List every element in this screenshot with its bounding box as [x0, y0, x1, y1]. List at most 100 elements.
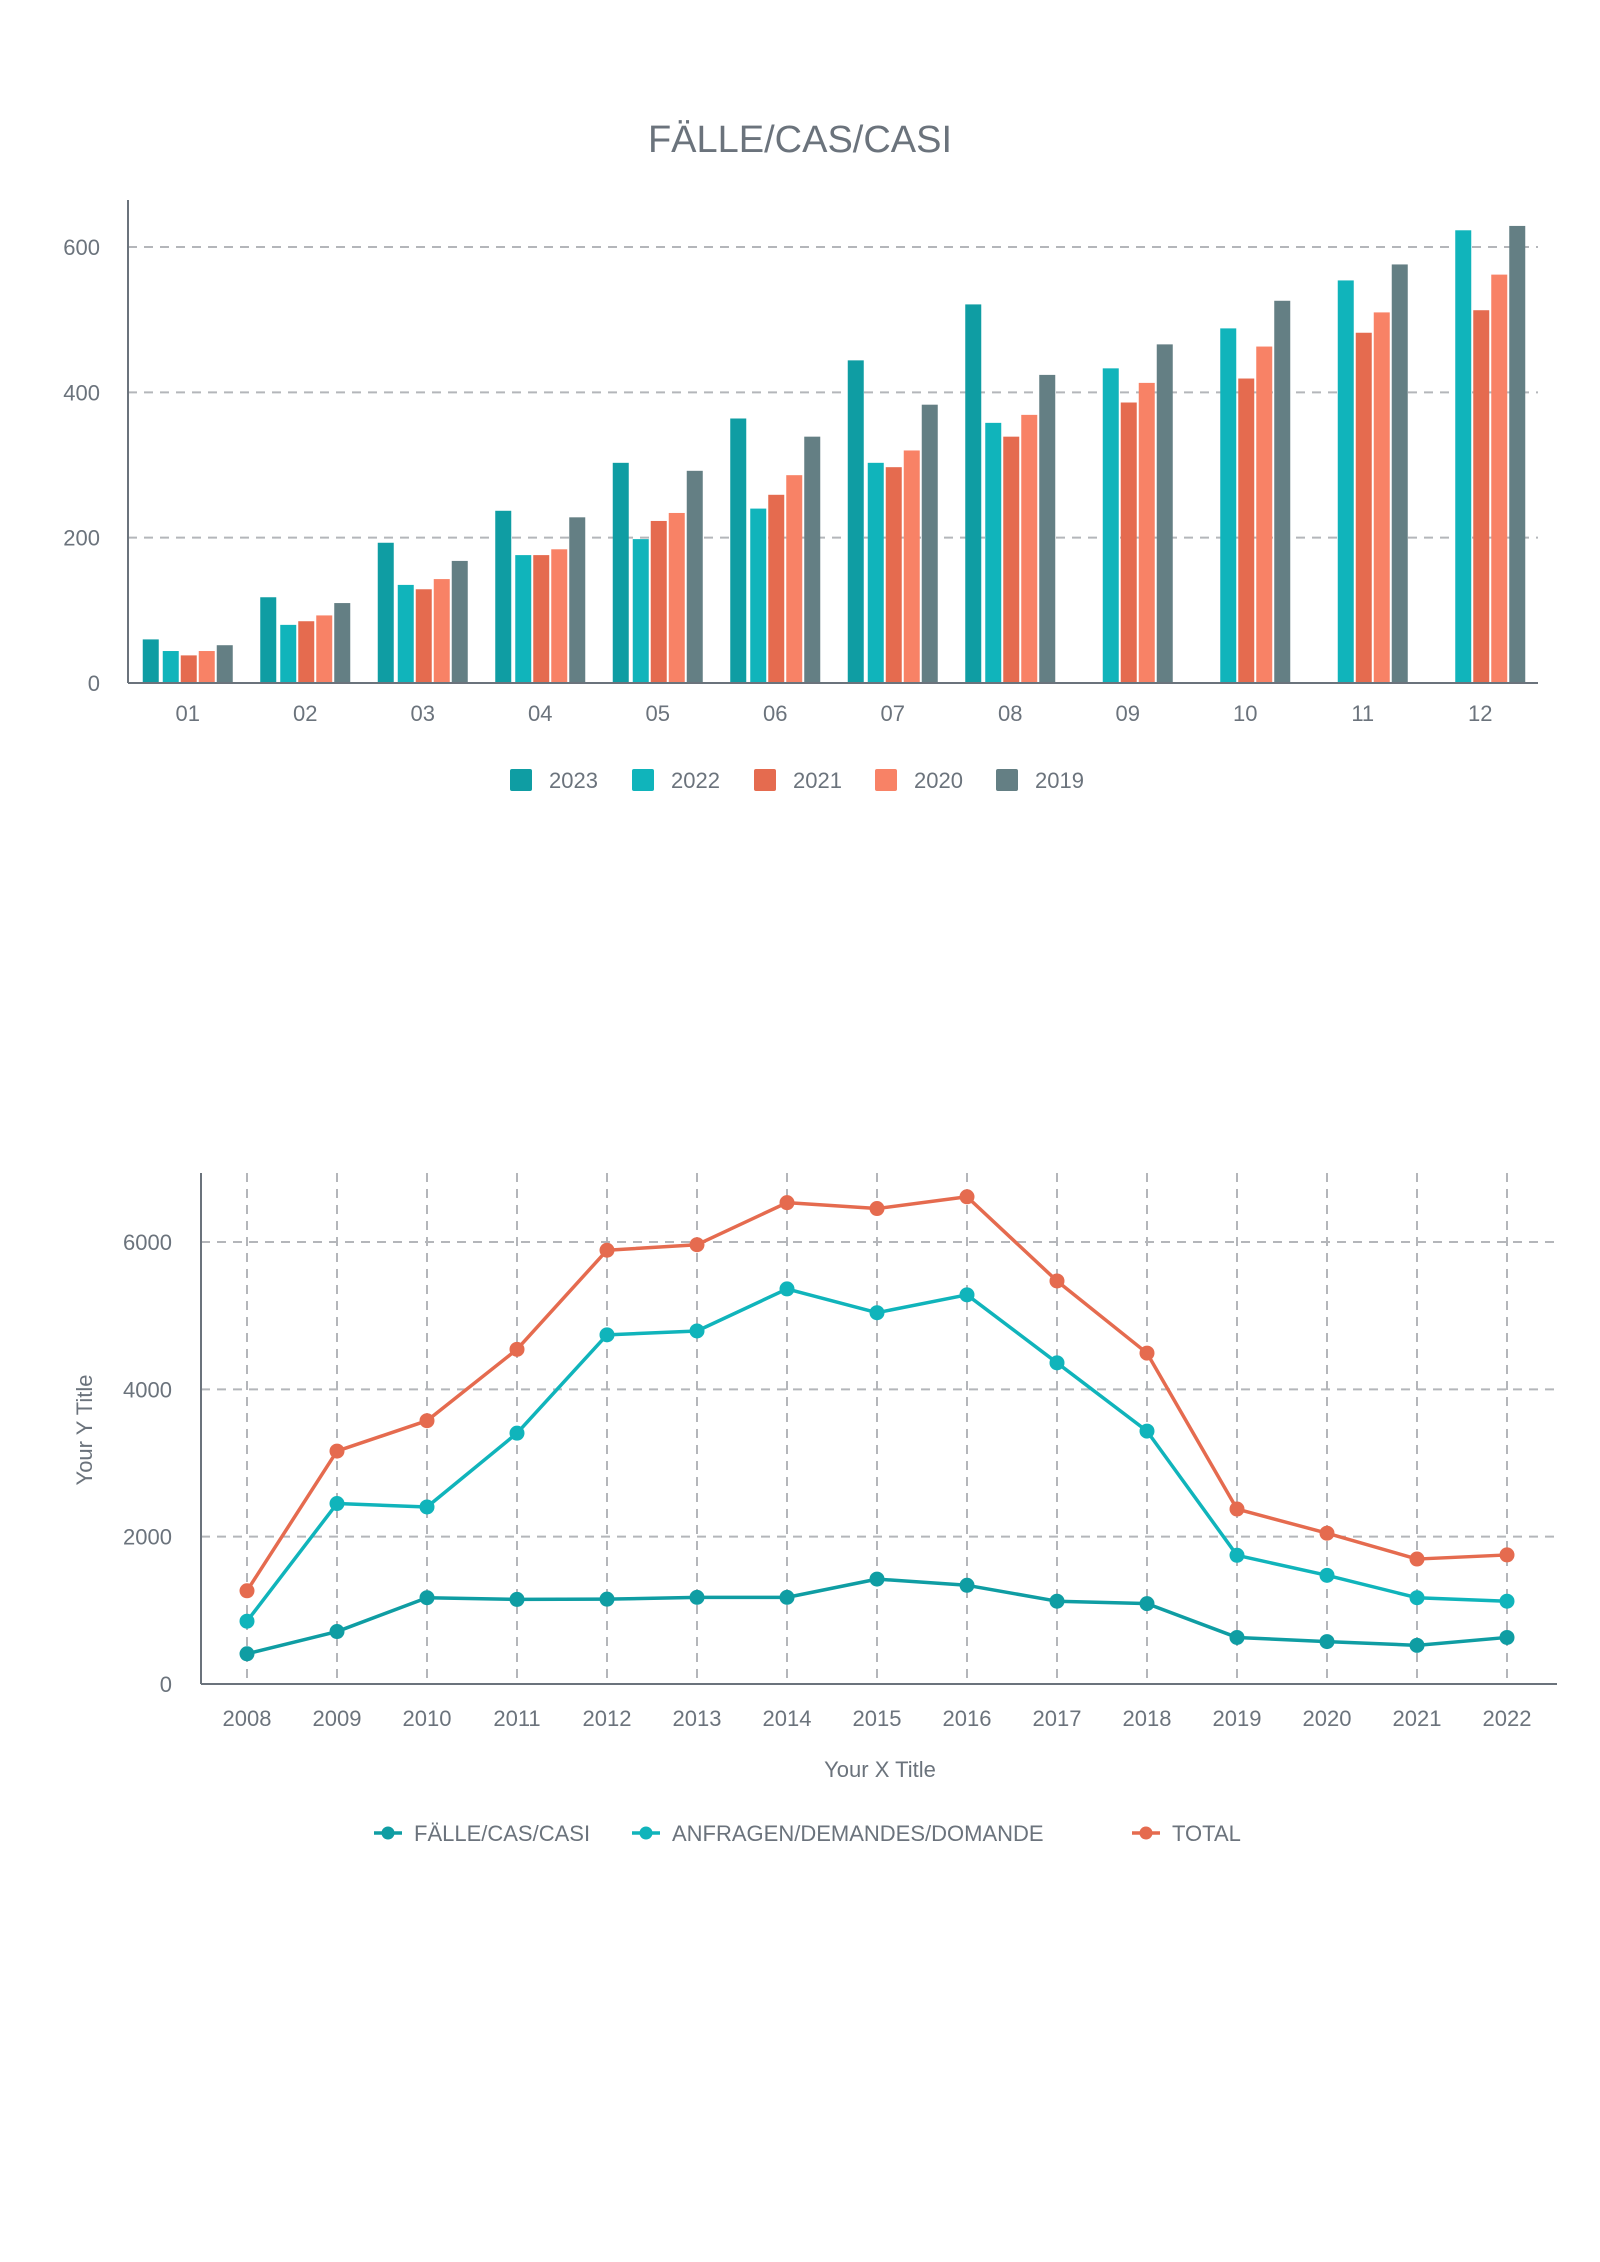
line-point: [599, 1242, 615, 1258]
line-point: [1139, 1345, 1155, 1361]
line-y-tick-label: 4000: [123, 1377, 172, 1402]
bar-2020-10: [1256, 346, 1273, 682]
line-point: [1049, 1273, 1065, 1289]
line-point: [959, 1577, 975, 1593]
bar-2021-06: [768, 494, 785, 682]
line-point: [1139, 1596, 1155, 1612]
bar-2019-04: [569, 517, 586, 682]
line-legend-item: FÄLLE/CAS/CASI: [374, 1821, 590, 1846]
line-x-tick-label: 2012: [583, 1706, 632, 1731]
bar-x-tick-label: 04: [528, 701, 552, 726]
bar-legend-item: 2020: [875, 768, 963, 793]
bar-2022-12: [1455, 230, 1472, 682]
line-x-tick-label: 2011: [493, 1706, 540, 1731]
bar-2019-06: [804, 436, 821, 682]
bar-2023-08: [965, 304, 982, 682]
bar-2020-03: [433, 579, 450, 682]
line-y-tick-label: 2000: [123, 1525, 172, 1550]
bar-2019-11: [1391, 264, 1408, 682]
bar-2019-03: [451, 560, 468, 682]
legend-swatch-icon: [510, 769, 532, 791]
line-x-tick-label: 2020: [1303, 1706, 1352, 1731]
line-y-axis-title: Your Y Title: [72, 1375, 97, 1486]
bar-x-tick-label: 03: [411, 701, 435, 726]
line-legend-item: ANFRAGEN/DEMANDES/DOMANDE: [632, 1821, 1044, 1846]
line-y-tick-label: 6000: [123, 1230, 172, 1255]
bar-2020-01: [198, 651, 215, 682]
bar-marks: [142, 225, 1526, 682]
bar-2021-12: [1473, 310, 1490, 682]
bar-2020-08: [1021, 414, 1038, 682]
line-legend-label: ANFRAGEN/DEMANDES/DOMANDE: [672, 1821, 1044, 1846]
bar-x-tick-label: 07: [881, 701, 905, 726]
legend-swatch-icon: [632, 769, 654, 791]
bar-2023-03: [377, 542, 394, 682]
bar-y-tick-label: 400: [63, 380, 100, 405]
line-x-tick-label: 2017: [1033, 1706, 1082, 1731]
bar-x-tick-labels: 01 02 03 04 05 06 07 08 09 10 11 12: [176, 701, 1493, 726]
line-x-tick-label: 2018: [1123, 1706, 1172, 1731]
bar-legend-label: 2020: [914, 768, 963, 793]
line-x-tick-label: 2021: [1393, 1706, 1442, 1731]
bar-2022-07: [867, 462, 884, 682]
line-point: [1319, 1567, 1335, 1583]
line-series-2: [239, 1189, 1515, 1599]
legend-marker-icon: [381, 1826, 395, 1840]
bar-x-tick-label: 01: [176, 701, 200, 726]
line-legend-item: TOTAL: [1132, 1821, 1241, 1846]
bar-2022-03: [397, 584, 414, 682]
bar-x-tick-label: 08: [998, 701, 1022, 726]
line-point: [419, 1499, 435, 1515]
bar-legend-item: 2021: [754, 768, 842, 793]
line-x-axis-title: Your X Title: [824, 1757, 936, 1782]
bar-2022-06: [750, 508, 767, 682]
bar-y-tick-labels: 0 200 400 600: [63, 235, 100, 696]
bar-2019-12: [1509, 225, 1526, 682]
line-point: [1229, 1501, 1245, 1517]
bar-2021-11: [1355, 332, 1372, 682]
bar-2023-05: [612, 462, 629, 682]
bar-2020-11: [1373, 312, 1390, 682]
bar-y-tick-label: 600: [63, 235, 100, 260]
line-point: [779, 1589, 795, 1605]
bar-2022-02: [280, 624, 297, 682]
line-point: [419, 1413, 435, 1429]
legend-swatch-icon: [754, 769, 776, 791]
bar-2020-12: [1491, 274, 1508, 682]
line-series-1: [239, 1281, 1515, 1629]
line-point: [869, 1201, 885, 1217]
bar-2023-02: [260, 597, 277, 682]
line-point: [329, 1443, 345, 1459]
bar-legend-label: 2021: [793, 768, 842, 793]
line-point: [509, 1341, 525, 1357]
line-point: [1049, 1593, 1065, 1609]
line-x-tick-label: 2015: [853, 1706, 902, 1731]
line-x-tick-label: 2013: [673, 1706, 722, 1731]
line-point: [329, 1496, 345, 1512]
bar-legend: 2023 2022 2021 2020 2019: [510, 768, 1084, 793]
line-point: [419, 1590, 435, 1606]
bar-2019-09: [1156, 344, 1173, 682]
bar-x-tick-label: 06: [763, 701, 787, 726]
line-point: [1409, 1551, 1425, 1567]
line-point: [1049, 1355, 1065, 1371]
line-x-tick-label: 2008: [223, 1706, 272, 1731]
line-x-tick-label: 2009: [313, 1706, 362, 1731]
bar-2021-09: [1120, 402, 1137, 682]
bar-2021-08: [1003, 436, 1020, 682]
line-point: [689, 1323, 705, 1339]
bar-2021-02: [298, 621, 315, 682]
line-point: [239, 1613, 255, 1629]
bar-legend-item: 2023: [510, 768, 598, 793]
bar-2019-10: [1274, 300, 1291, 682]
bar-y-tick-label: 200: [63, 526, 100, 551]
line-y-tick-labels: 0 2000 4000 6000: [123, 1230, 172, 1697]
line-point: [1229, 1629, 1245, 1645]
line-x-tick-label: 2014: [763, 1706, 812, 1731]
line-x-tick-labels: 2008 2009 2010 2011 2012 2013 2014 2015 2016 2017…: [223, 1706, 1532, 1731]
line-point: [869, 1305, 885, 1321]
bar-x-tick-label: 02: [293, 701, 317, 726]
bar-x-tick-label: 12: [1468, 701, 1492, 726]
